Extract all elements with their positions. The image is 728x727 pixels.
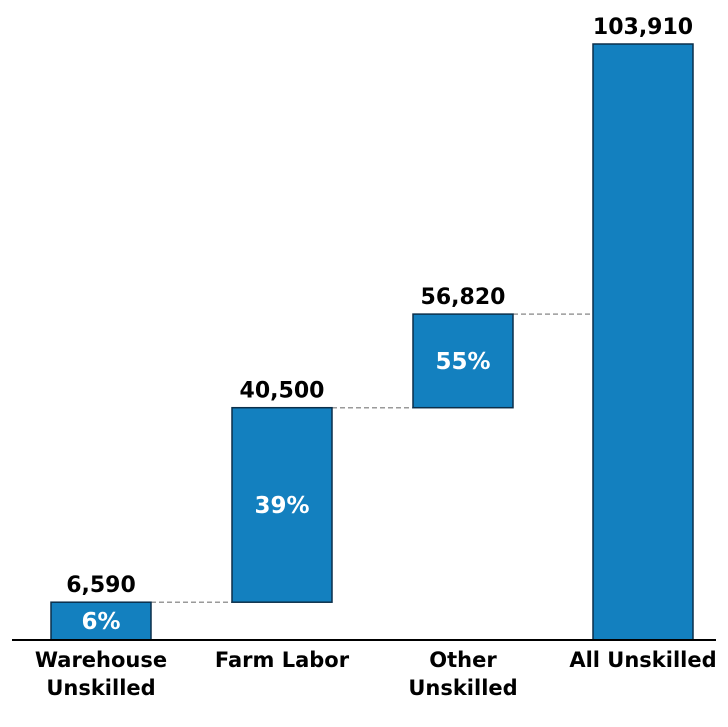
- percent-label-2: 55%: [435, 349, 490, 375]
- category-label-2-line-0: Other: [429, 648, 497, 672]
- category-label-2-line-1: Unskilled: [408, 676, 517, 700]
- bars-group: 6,590 6% 40,500 39% 56,820 55% 103,910: [50, 15, 694, 641]
- bar-3: [592, 43, 694, 641]
- bar-2: [412, 313, 514, 409]
- connector-lines: [151, 313, 593, 603]
- category-label-3-line-0: All Unskilled: [569, 648, 716, 672]
- value-label-0: 6,590: [66, 573, 136, 598]
- percent-label-1: 39%: [254, 493, 309, 519]
- value-label-3: 103,910: [593, 15, 693, 40]
- value-label-1: 40,500: [240, 379, 325, 404]
- category-label-0-line-0: Warehouse: [35, 648, 167, 672]
- percent-label-0: 6%: [81, 609, 120, 635]
- category-label-0-line-1: Unskilled: [46, 676, 155, 700]
- bar-1: [231, 406, 333, 603]
- category-label-1-line-0: Farm Labor: [215, 648, 350, 672]
- value-label-2: 56,820: [421, 285, 506, 310]
- bar-0: [50, 601, 152, 641]
- category-labels: Warehouse Unskilled Farm Labor Other Unskill…: [35, 648, 717, 700]
